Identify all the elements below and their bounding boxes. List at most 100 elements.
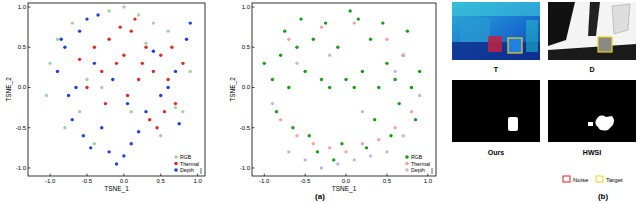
point: [93, 142, 96, 145]
legend-rule: [432, 168, 433, 174]
point: [271, 102, 274, 105]
legend-marker: [174, 162, 178, 166]
point: [71, 118, 74, 121]
point: [166, 86, 169, 89]
point: [393, 70, 396, 73]
point: [126, 102, 129, 105]
point: [373, 118, 376, 121]
points: [263, 9, 422, 169]
x-tick-label: 0.5: [383, 178, 392, 184]
hwsi-mask: [548, 80, 636, 142]
legend-label: Thermal: [411, 161, 430, 167]
x-tick-label: -1.0: [45, 178, 56, 184]
legend-box: [563, 176, 570, 182]
point: [174, 102, 177, 105]
point: [328, 54, 331, 57]
point: [377, 138, 380, 141]
image-label: T: [494, 66, 499, 73]
point: [418, 70, 421, 73]
scatter-chart: -1.0-0.50.00.51.0-1.0-0.50.00.51.0TSNE_1…: [229, 3, 436, 193]
point: [137, 78, 140, 81]
image-region: [548, 2, 575, 46]
point: [152, 21, 155, 24]
point: [320, 166, 323, 169]
point: [122, 5, 125, 8]
point: [295, 46, 298, 49]
y-tick-label: -1.0: [240, 165, 251, 171]
point: [361, 142, 364, 145]
point: [332, 158, 335, 161]
point: [170, 46, 173, 49]
point: [100, 126, 103, 129]
legend-rule: [201, 168, 202, 174]
point: [385, 150, 388, 153]
point: [137, 130, 140, 133]
point: [148, 118, 151, 121]
point: [291, 126, 294, 129]
legend-label: Depth: [411, 167, 425, 173]
point: [275, 110, 278, 113]
plot-frame: [28, 3, 205, 176]
image-region: [452, 2, 540, 16]
point: [393, 78, 396, 81]
point: [295, 134, 298, 137]
point: [85, 86, 88, 89]
point: [279, 54, 282, 57]
point: [122, 154, 125, 157]
point: [111, 78, 114, 81]
point: [361, 110, 364, 113]
x-axis-label: TSNE_1: [104, 185, 129, 193]
point: [137, 13, 140, 16]
point: [107, 150, 110, 153]
point: [115, 162, 118, 165]
point: [344, 78, 347, 81]
point: [85, 78, 88, 81]
point: [78, 29, 81, 32]
point: [287, 86, 290, 89]
x-tick-label: -1.0: [259, 178, 270, 184]
point: [89, 146, 92, 149]
point: [361, 70, 364, 73]
point: [287, 38, 290, 41]
point: [303, 158, 306, 161]
point: [410, 110, 413, 113]
point: [308, 134, 311, 137]
legend-marker: [174, 155, 178, 159]
ours-mask: [452, 80, 540, 142]
x-tick-label: -0.5: [82, 178, 93, 184]
x-tick-label: 1.0: [424, 178, 433, 184]
point: [353, 21, 356, 24]
y-tick-label: -1.0: [16, 165, 27, 171]
point: [104, 102, 107, 105]
point: [74, 86, 77, 89]
point: [353, 158, 356, 161]
x-tick-label: 0.0: [342, 178, 351, 184]
image-region: [548, 44, 636, 60]
point: [159, 54, 162, 57]
mask-bg: [548, 80, 636, 142]
point: [159, 94, 162, 97]
point: [312, 38, 315, 41]
y-tick-label: 0.0: [18, 84, 27, 90]
mask-blob: [588, 122, 593, 126]
image-label: HWSI: [583, 149, 601, 156]
image-label: D: [589, 66, 594, 73]
points: [45, 5, 192, 165]
point: [263, 62, 266, 65]
legend-label: Target: [606, 177, 623, 183]
point: [163, 110, 166, 113]
x-tick-label: 0.5: [157, 178, 166, 184]
point: [144, 42, 147, 45]
point: [328, 146, 331, 149]
y-axis-label: TSNE_2: [5, 77, 13, 102]
point: [381, 21, 384, 24]
point: [152, 50, 155, 53]
point: [133, 17, 136, 20]
panel-label: (b): [598, 192, 609, 201]
point: [365, 146, 368, 149]
point: [340, 142, 343, 145]
point: [177, 122, 180, 125]
x-tick-label: 1.0: [193, 178, 202, 184]
legend-label: RGB: [411, 154, 423, 160]
point: [369, 154, 372, 157]
